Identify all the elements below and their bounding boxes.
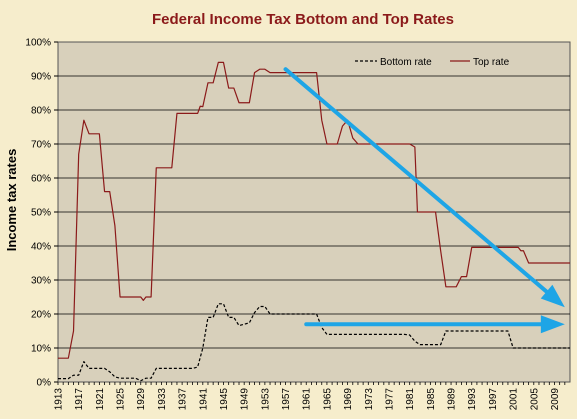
y-tick-labels: 0% 10% 20% 30% 40% 50% 60% 70% 80% 90% 100% (25, 38, 51, 389)
y-tick-label: 100% (25, 38, 51, 49)
x-tick-label: 1925 (116, 388, 127, 411)
grid-lines (54, 41, 570, 383)
top-rate-line (58, 61, 570, 359)
x-tick-label: 1957 (281, 388, 292, 411)
x-tick-label: 2005 (529, 388, 540, 411)
x-tick-label: 1965 (322, 388, 333, 411)
x-tick-label: 1985 (426, 388, 437, 411)
y-tick-label: 50% (31, 208, 51, 219)
x-tick-label: 1977 (384, 388, 395, 411)
y-tick-label: 80% (31, 106, 51, 117)
legend: Bottom rate Top rate (355, 57, 510, 68)
x-tick-label: 1981 (405, 388, 416, 411)
x-tick-label: 1949 (240, 388, 251, 411)
downtrend-arrow-shaft (283, 67, 551, 295)
x-tick-label: 1961 (302, 388, 313, 411)
y-axis-label: Income tax rates (4, 149, 19, 252)
x-tick-label: 1941 (198, 388, 209, 411)
x-tick-label: 2009 (550, 388, 561, 411)
x-tick-label: 1913 (54, 388, 65, 411)
y-tick-label: 30% (31, 276, 51, 287)
x-tick-label: 1929 (136, 388, 147, 411)
x-tick-label: 1917 (74, 388, 85, 411)
x-tick-labels: 1913 1917 1921 1925 1929 1933 1937 1941 1945 1949… (54, 382, 566, 411)
x-tick-label: 1989 (447, 388, 458, 411)
legend-top-rate-label: Top rate (473, 57, 510, 68)
y-tick-label: 60% (31, 174, 51, 185)
chart-title: Federal Income Tax Bottom and Top Rates (152, 11, 454, 28)
x-tick-label: 1953 (260, 388, 271, 411)
y-tick-label: 90% (31, 72, 51, 83)
flat-trend-arrow-head (540, 315, 565, 334)
y-tick-label: 20% (31, 310, 51, 321)
x-tick-label: 1993 (467, 388, 478, 411)
x-tick-label: 2001 (509, 388, 520, 411)
y-tick-label: 0% (37, 378, 52, 389)
y-tick-label: 40% (31, 242, 51, 253)
x-tick-label: 1969 (343, 388, 354, 411)
series-lines (58, 61, 570, 382)
legend-bottom-rate-label: Bottom rate (380, 57, 432, 68)
x-tick-label: 1997 (488, 388, 499, 411)
bottom-rate-line (58, 303, 570, 382)
trend-arrows (283, 67, 565, 334)
x-tick-label: 1921 (95, 388, 106, 411)
y-tick-label: 10% (31, 344, 51, 355)
x-tick-label: 1933 (157, 388, 168, 411)
x-tick-label: 1945 (219, 388, 230, 411)
y-tick-label: 70% (31, 140, 51, 151)
x-tick-label: 1973 (364, 388, 375, 411)
x-tick-label: 1937 (178, 388, 189, 411)
downtrend-arrow-head (540, 284, 565, 308)
